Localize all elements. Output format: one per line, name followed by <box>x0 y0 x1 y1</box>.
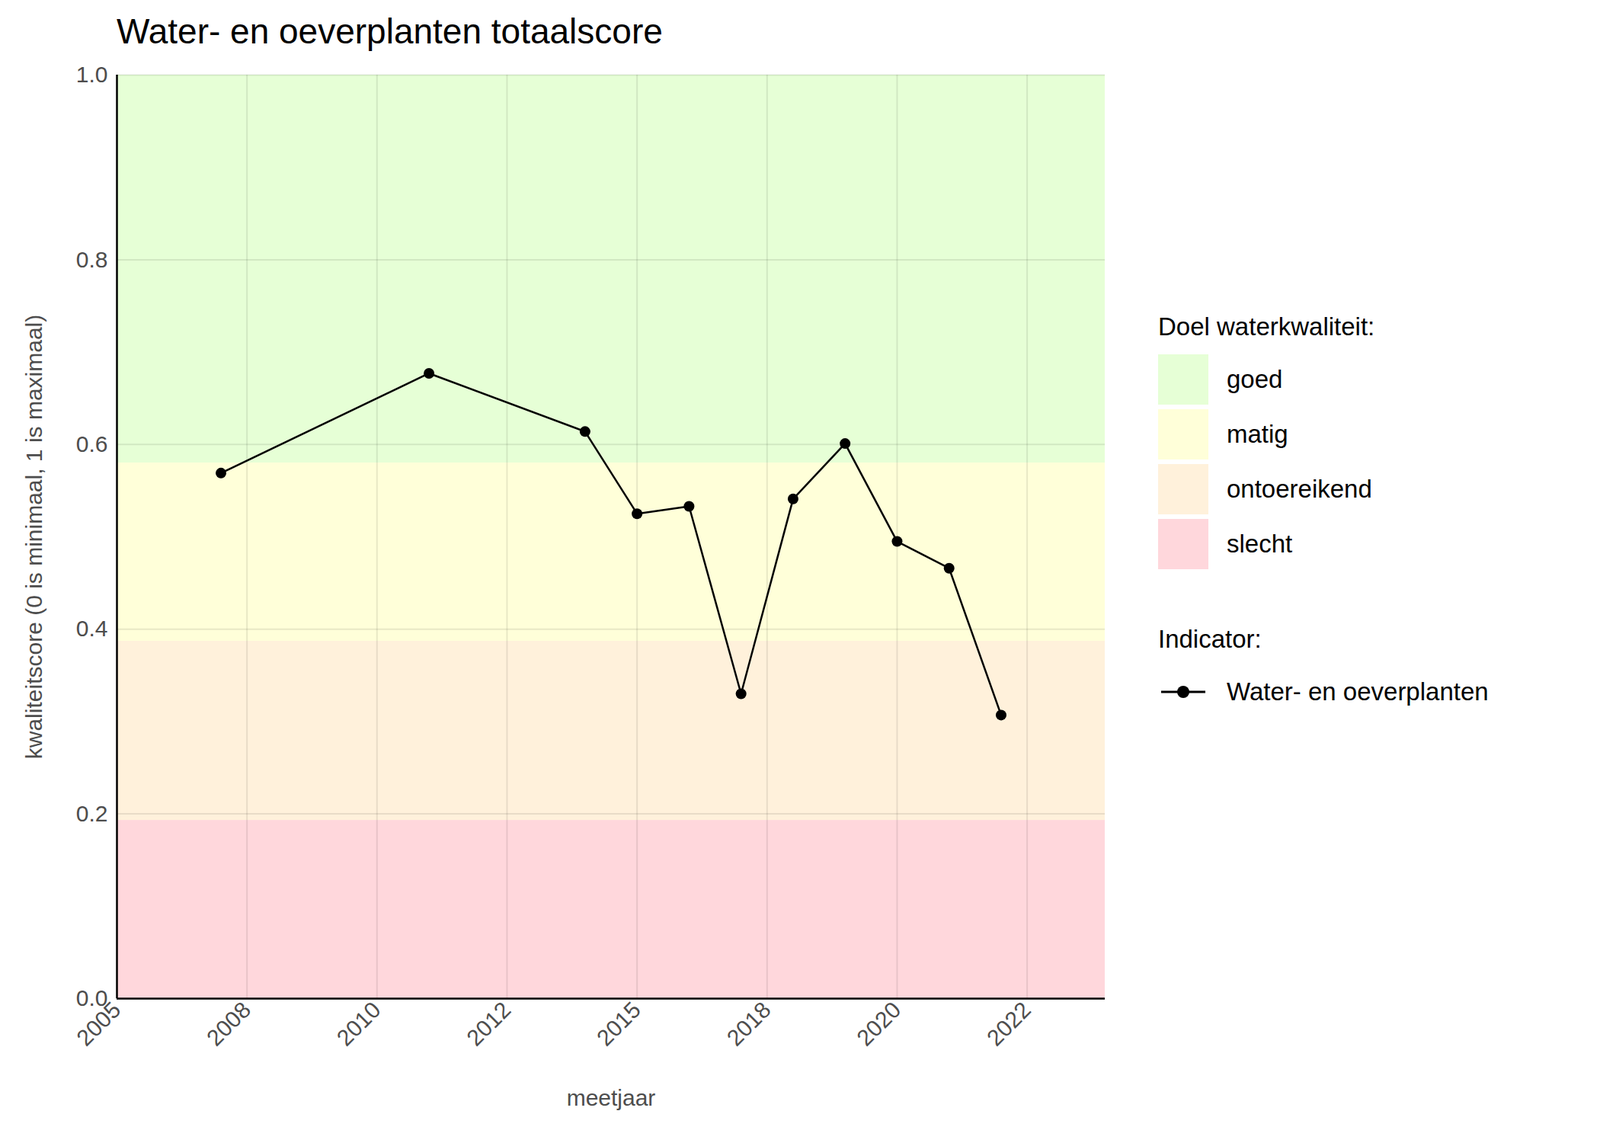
html-text:Water- en oeverplanten: Water- en oeverplanten <box>1226 677 1489 706</box>
svg-text:0.6: 0.6 <box>76 431 109 457</box>
svg-text:1.0: 1.0 <box>76 61 109 87</box>
svg-text:kwaliteitscore (0 is minimaal,: kwaliteitscore (0 is minimaal, 1 is maxi… <box>21 314 47 759</box>
svg-text:2010: 2010 <box>331 996 386 1051</box>
html-text:slecht: slecht <box>1226 529 1293 558</box>
svg-text:2008: 2008 <box>201 996 256 1051</box>
svg-text:2015: 2015 <box>592 996 647 1051</box>
svg-text:0.0: 0.0 <box>76 985 109 1011</box>
svg-text:0.2: 0.2 <box>76 800 109 826</box>
svg-text:2020: 2020 <box>851 996 906 1051</box>
html-text:ontoereikend: ontoereikend <box>1226 474 1373 503</box>
svg-text:meetjaar: meetjaar <box>566 1084 656 1111</box>
svg-text:0.8: 0.8 <box>76 246 109 272</box>
svg-text:2012: 2012 <box>461 996 516 1051</box>
html-text:matig: matig <box>1226 419 1289 448</box>
html-text:Indicator:: Indicator: <box>1158 624 1262 653</box>
svg-text:2022: 2022 <box>982 996 1037 1051</box>
svg-text:2005: 2005 <box>71 996 126 1051</box>
svg-text:2018: 2018 <box>721 996 776 1051</box>
html-text:Doel waterkwaliteit:: Doel waterkwaliteit: <box>1158 312 1375 341</box>
html-text:Water- en oeverplanten totaals: Water- en oeverplanten totaalscore <box>116 11 663 52</box>
svg-text:0.4: 0.4 <box>76 615 109 641</box>
html-text:goed: goed <box>1226 364 1283 394</box>
